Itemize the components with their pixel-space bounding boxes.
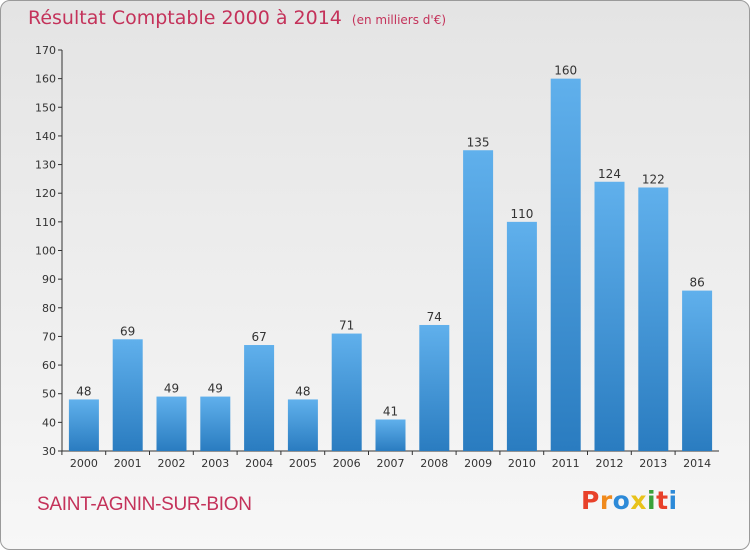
- data-label: 71: [339, 319, 354, 333]
- bar: [594, 181, 625, 451]
- data-label: 49: [164, 382, 179, 396]
- x-tick-label: 2009: [464, 457, 492, 470]
- y-tick-label: 100: [35, 245, 56, 258]
- y-tick-label: 160: [35, 73, 56, 86]
- x-tick-label: 2004: [245, 457, 273, 470]
- data-label: 74: [427, 310, 442, 324]
- y-tick-label: 60: [42, 359, 56, 372]
- x-tick-label: 2001: [114, 457, 142, 470]
- bar: [112, 339, 143, 451]
- logo-letter: r: [599, 486, 613, 515]
- data-label: 122: [642, 172, 665, 186]
- logo-letter: i: [647, 486, 657, 515]
- data-label: 135: [467, 135, 490, 149]
- data-label: 67: [251, 330, 266, 344]
- bar: [375, 419, 406, 451]
- x-tick-label: 2013: [639, 457, 667, 470]
- logo-letter: x: [630, 486, 647, 515]
- data-label: 41: [383, 404, 398, 418]
- bar: [156, 396, 187, 451]
- x-tick-label: 2008: [420, 457, 448, 470]
- x-tick-label: 2006: [333, 457, 361, 470]
- y-tick-label: 170: [35, 44, 56, 57]
- data-label: 86: [689, 276, 704, 290]
- logo-letter: o: [612, 486, 631, 515]
- x-tick-label: 2011: [552, 457, 580, 470]
- x-tick-label: 2000: [70, 457, 98, 470]
- x-tick-label: 2003: [201, 457, 229, 470]
- bar: [506, 221, 537, 451]
- data-label: 110: [510, 207, 533, 221]
- logo-letter: i: [668, 486, 678, 515]
- y-tick-label: 70: [42, 330, 56, 343]
- bar: [68, 399, 99, 451]
- data-label: 48: [76, 384, 91, 398]
- bar: [463, 150, 494, 451]
- x-tick-label: 2010: [508, 457, 536, 470]
- x-tick-label: 2002: [158, 457, 186, 470]
- x-tick-label: 2012: [596, 457, 624, 470]
- y-tick-label: 150: [35, 101, 56, 114]
- bar: [331, 333, 362, 451]
- data-label: 69: [120, 324, 135, 338]
- y-tick-label: 140: [35, 130, 56, 143]
- logo-letter: P: [581, 486, 600, 515]
- proxiti-logo: Proxiti: [581, 486, 678, 515]
- logo-letter: t: [656, 486, 669, 515]
- y-tick-label: 40: [42, 416, 56, 429]
- data-label: 160: [554, 64, 577, 78]
- y-tick-label: 30: [42, 445, 56, 458]
- bar: [287, 399, 318, 451]
- x-tick-label: 2005: [289, 457, 317, 470]
- y-tick-label: 50: [42, 388, 56, 401]
- x-tick-label: 2007: [377, 457, 405, 470]
- data-label: 49: [208, 382, 223, 396]
- bar: [244, 345, 275, 451]
- data-label: 124: [598, 167, 621, 181]
- bar: [550, 78, 581, 452]
- data-label: 48: [295, 384, 310, 398]
- y-tick-label: 90: [42, 273, 56, 286]
- y-tick-label: 130: [35, 159, 56, 172]
- y-tick-label: 110: [35, 216, 56, 229]
- bar: [200, 396, 231, 451]
- chart-title: Résultat Comptable 2000 à 2014 (en millie…: [28, 7, 446, 29]
- x-tick-label: 2014: [683, 457, 711, 470]
- commune-name: SAINT-AGNIN-SUR-BION: [37, 494, 252, 515]
- bar: [419, 324, 450, 451]
- bar: [682, 290, 713, 451]
- y-tick-label: 120: [35, 187, 56, 200]
- bar: [638, 187, 669, 451]
- chart-subtitle: (en milliers d'€): [351, 13, 447, 27]
- y-tick-label: 80: [42, 302, 56, 315]
- chart-title-text: Résultat Comptable 2000 à 2014: [28, 7, 342, 29]
